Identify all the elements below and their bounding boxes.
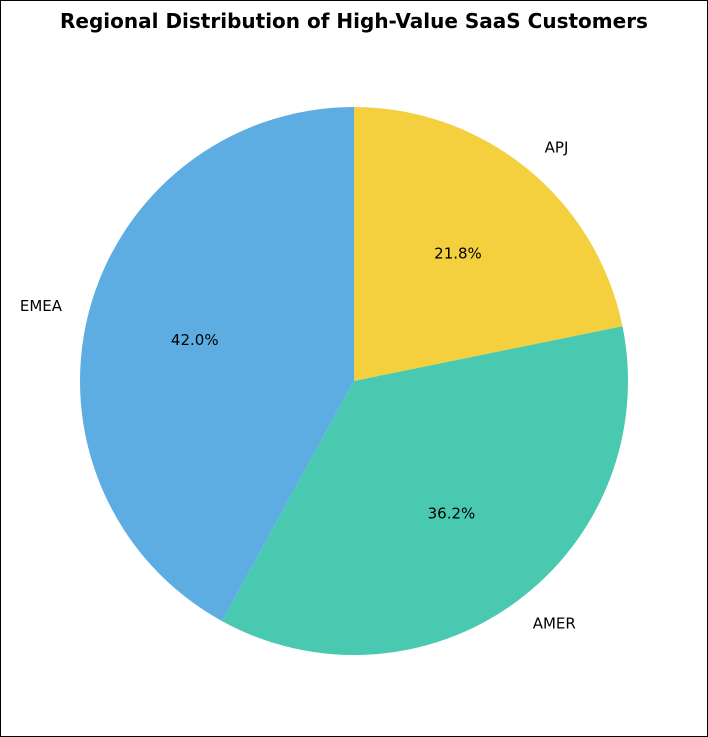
slice-label-apj: APJ [545, 139, 569, 157]
slice-label-emea: EMEA [20, 297, 63, 315]
pie-slice-apj [354, 107, 623, 381]
pie-slice-amer [222, 326, 628, 656]
slice-percent-emea: 42.0% [171, 331, 219, 349]
slice-percent-amer: 36.2% [428, 504, 476, 522]
pie-slice-emea [79, 107, 354, 622]
chart-title: Regional Distribution of High-Value SaaS… [60, 9, 648, 33]
slice-label-amer: AMER [533, 615, 576, 633]
slice-percent-apj: 21.8% [434, 245, 482, 263]
